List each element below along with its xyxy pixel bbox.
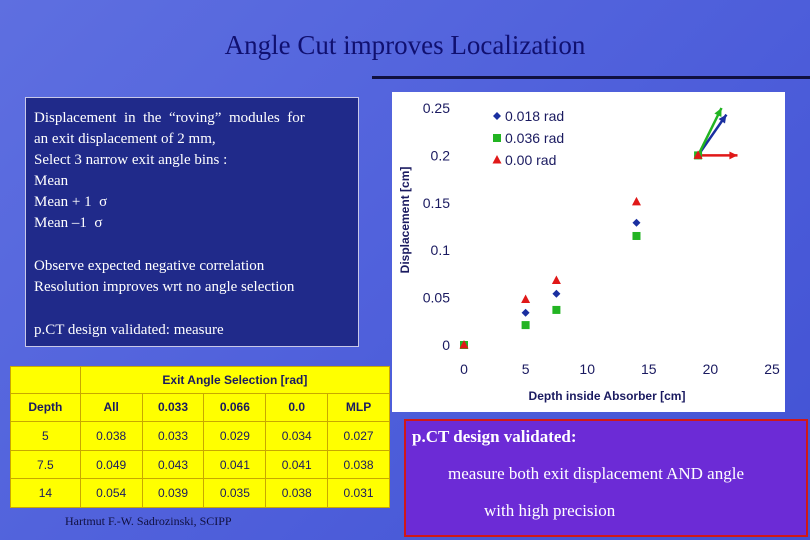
- table-row: 14 0.054 0.039 0.035 0.038 0.031: [10, 478, 390, 508]
- data-point: [551, 275, 561, 285]
- desc-line-5: Mean + 1 σ: [34, 194, 108, 210]
- y-tick-label: 0.05: [423, 290, 450, 306]
- legend-marker: [493, 112, 501, 120]
- table-cell: 0.034: [265, 421, 329, 451]
- chart-legend: 0.018 rad 0.036 rad 0.00 rad: [492, 108, 564, 168]
- table-cell: 0.038: [265, 478, 329, 508]
- x-axis-label: Depth inside Absorber [cm]: [529, 389, 686, 403]
- table-cell: 0.043: [141, 449, 205, 480]
- data-point: [459, 340, 469, 349]
- angle-arrow-head: [714, 108, 722, 117]
- data-point: [631, 196, 641, 206]
- table-col-0033: 0.033: [141, 392, 205, 423]
- table-cell: 0.041: [265, 449, 329, 480]
- data-point: [521, 294, 531, 303]
- x-tick-label: 20: [703, 361, 719, 377]
- table-cell: 0.039: [141, 478, 205, 508]
- chart-ticks: 0 0.05 0.1 0.15 0.2 0.25 0 5 10 15 20 25: [423, 100, 780, 377]
- legend-label: 0.00 rad: [505, 152, 556, 168]
- table-cell: 0.033: [141, 421, 205, 451]
- y-tick-label: 0.15: [423, 195, 450, 211]
- y-tick-label: 0.25: [423, 100, 450, 116]
- table-cell: 0.054: [79, 478, 143, 508]
- data-point: [521, 308, 530, 317]
- table-cell: 0.035: [203, 478, 267, 508]
- data-point: [632, 218, 641, 227]
- y-tick-label: 0.1: [431, 242, 451, 258]
- table-cell: 0.029: [203, 421, 267, 451]
- table-cell: 0.049: [79, 449, 143, 480]
- table-cell: 0.041: [203, 449, 267, 480]
- desc-line-9: p.CT design validated: measure: [34, 322, 224, 338]
- slide-title: Angle Cut improves Localization: [224, 30, 586, 60]
- y-tick-label: 0: [442, 337, 450, 353]
- table-cell: 0.031: [327, 478, 390, 508]
- legend-label: 0.018 rad: [505, 108, 564, 124]
- displacement-chart: 0 0.05 0.1 0.15 0.2 0.25 0 5 10 15 20 25 0.018 rad 0…: [392, 92, 785, 412]
- desc-line-1: Displacement in the “roving” modules for: [34, 110, 305, 126]
- angle-arrow-head: [729, 151, 738, 160]
- callout-line-2: measure both exit displacement AND angle: [448, 464, 744, 483]
- data-point: [632, 231, 641, 240]
- table-col-depth: Depth: [10, 392, 81, 423]
- x-tick-label: 15: [641, 361, 657, 377]
- x-tick-label: 25: [764, 361, 780, 377]
- legend-label: 0.036 rad: [505, 130, 564, 146]
- callout-line-3: with high precision: [484, 501, 616, 520]
- table-row: 7.5 0.049 0.043 0.041 0.041 0.038: [10, 449, 390, 480]
- exit-angle-table: Exit Angle Selection [rad] Depth All 0.0…: [10, 366, 391, 508]
- legend-marker: [492, 155, 502, 164]
- table-col-0066: 0.066: [203, 392, 267, 423]
- footer-credit: Hartmut F.-W. Sadrozinski, SCIPP: [65, 514, 232, 528]
- desc-line-2: an exit displacement of 2 mm,: [34, 131, 216, 147]
- data-point: [552, 289, 561, 298]
- x-tick-label: 10: [579, 361, 595, 377]
- table-col-mlp: MLP: [327, 392, 390, 423]
- x-tick-label: 0: [460, 361, 468, 377]
- table-cell: 0.038: [79, 421, 143, 451]
- desc-line-7: Observe expected negative correlation: [34, 258, 265, 274]
- legend-marker: [493, 134, 501, 142]
- table-col-all: All: [79, 392, 143, 423]
- table-cell: 0.027: [327, 421, 390, 451]
- table-col-00: 0.0: [265, 392, 329, 423]
- x-tick-label: 5: [522, 361, 530, 377]
- validation-callout: p.CT design validated: measure both exit…: [404, 419, 808, 537]
- chart-marks: [459, 107, 738, 349]
- callout-line-1: p.CT design validated:: [412, 427, 577, 446]
- description-box: Displacement in the “roving” modules for…: [25, 97, 359, 347]
- desc-line-3: Select 3 narrow exit angle bins :: [34, 152, 228, 168]
- table-cell: 5: [10, 421, 81, 451]
- data-point: [693, 150, 703, 159]
- desc-line-8: Resolution improves wrt no angle selecti…: [34, 279, 295, 295]
- table-cell: 7.5: [10, 449, 81, 480]
- table-corner: [10, 366, 81, 394]
- y-axis-label: Displacement [cm]: [398, 167, 412, 274]
- data-point: [521, 321, 530, 330]
- table-group-header: Exit Angle Selection [rad]: [79, 366, 391, 394]
- y-tick-label: 0.2: [431, 147, 451, 163]
- table-cell: 0.038: [327, 449, 390, 480]
- desc-line-6: Mean –1 σ: [34, 215, 103, 231]
- angle-arrow-line: [696, 107, 723, 156]
- desc-line-4: Mean: [34, 173, 69, 189]
- data-point: [552, 305, 561, 314]
- angle-arrow-head: [718, 114, 727, 124]
- table-row: 5 0.038 0.033 0.029 0.034 0.027: [10, 421, 390, 451]
- table-cell: 14: [10, 478, 81, 508]
- title-divider: [372, 76, 810, 79]
